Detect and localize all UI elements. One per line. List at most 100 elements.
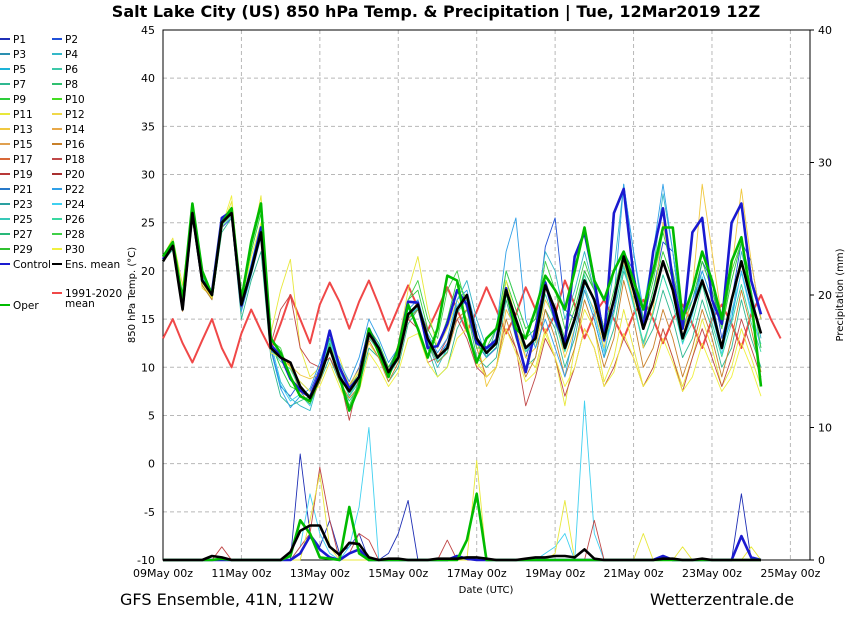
y-tick-label: 35 (141, 120, 155, 133)
legend-label: P23 (13, 199, 33, 211)
x-tick-label: 13May 00z (290, 567, 350, 580)
x-tick-label: 21May 00z (604, 567, 664, 580)
y-tick-label: 15 (141, 313, 155, 326)
y2-tick-label: 40 (818, 24, 832, 37)
legend-label: P22 (65, 184, 85, 196)
legend: P1 P2 P3 P4 P5 P6 P7 P8 P9 P10 P11 P12 P13 P14 P15 P16 P… (0, 34, 122, 312)
y2-tick-label: 20 (818, 289, 832, 302)
legend-entry: P10 (52, 94, 85, 106)
x-tick-label: 17May 00z (447, 567, 507, 580)
grid (163, 30, 810, 560)
legend-entry: P23 (0, 199, 33, 211)
legend-label: P5 (13, 64, 26, 76)
legend-entry: P15 (0, 139, 33, 151)
x-tick-label: 19May 00z (525, 567, 585, 580)
legend-label: P24 (65, 199, 85, 211)
series-line-p24-precip (163, 400, 761, 561)
y2-tick-label: 30 (818, 157, 832, 170)
series-line-p7 (162, 217, 762, 407)
legend-label: P2 (65, 34, 78, 46)
y-tick-label: 10 (141, 361, 155, 374)
legend-label: P25 (13, 214, 33, 226)
model-caption: GFS Ensemble, 41N, 112W (120, 590, 334, 609)
legend-entry: P5 (0, 64, 26, 76)
legend-label: P26 (65, 214, 85, 226)
series-line-oper-precip (163, 492, 761, 562)
legend-entry: P12 (52, 109, 85, 121)
legend-label: Control (13, 259, 51, 271)
legend-entry: P29 (0, 244, 33, 256)
legend-entry: P22 (52, 184, 85, 196)
series-line-p18-precip (163, 466, 761, 561)
y2-tick-label: 0 (818, 554, 825, 567)
legend-label: P13 (13, 124, 33, 136)
legend-entry: P25 (0, 214, 33, 226)
legend-entry: P16 (52, 139, 85, 151)
legend-label: P20 (65, 169, 85, 181)
legend-entry: Oper (0, 300, 39, 312)
y-tick-label: 30 (141, 169, 155, 182)
legend-entry: P21 (0, 184, 33, 196)
legend-entry: P7 (0, 79, 26, 91)
legend-entry: P1 (0, 34, 26, 46)
legend-label: P14 (65, 124, 85, 136)
legend-entry: P24 (52, 199, 85, 211)
y-tick-label: 45 (141, 24, 155, 37)
legend-label: P17 (13, 154, 33, 166)
y-axis-ticks: -10 -5 0 5 10 15 20 25 30 35 40 45 (137, 24, 155, 567)
x-tick-label: 11May 00z (211, 567, 271, 580)
legend-label: Ens. mean (65, 259, 120, 271)
series-line-p1-precip (163, 453, 761, 561)
legend-entry: P8 (52, 79, 78, 91)
legend-label: P15 (13, 139, 33, 151)
y-tick-label: 0 (148, 458, 155, 471)
legend-label: P12 (65, 109, 85, 121)
y-axis-label: 850 hPa Temp. (°C) (127, 247, 138, 343)
series-line-ens-mean-precip (163, 524, 761, 562)
legend-entry: P17 (0, 154, 33, 166)
legend-label: P27 (13, 229, 33, 241)
legend-entry: Ens. mean (52, 259, 120, 271)
legend-label: P16 (65, 139, 85, 151)
x-tick-label: 25May 00z (760, 567, 820, 580)
legend-label-cont: mean (65, 298, 95, 310)
legend-entry: P18 (52, 154, 85, 166)
legend-label: P28 (65, 229, 85, 241)
series-group (161, 183, 782, 562)
y2-axis-ticks: 0 10 20 30 40 (810, 24, 832, 567)
legend-label: P19 (13, 169, 33, 181)
legend-label: Oper (13, 300, 39, 312)
legend-label: P18 (65, 154, 85, 166)
legend-label: P9 (13, 94, 26, 106)
series-line-control (161, 187, 763, 399)
y-tick-label: -5 (144, 506, 155, 519)
legend-entry: P26 (52, 214, 85, 226)
series-line-p11-precip (163, 460, 762, 561)
legend-entry: P6 (52, 64, 78, 76)
y-tick-label: 5 (148, 409, 155, 422)
legend-label: P10 (65, 94, 85, 106)
legend-entry: P4 (52, 49, 78, 61)
legend-label: P1 (13, 34, 26, 46)
chart-title: Salt Lake City (US) 850 hPa Temp. & Prec… (112, 2, 760, 22)
legend-label: 1991-2020 (65, 288, 122, 300)
legend-label: P8 (65, 79, 78, 91)
y-tick-label: -10 (137, 554, 155, 567)
legend-label: P11 (13, 109, 33, 121)
y-tick-label: 20 (141, 265, 155, 278)
legend-entry: P13 (0, 124, 33, 136)
x-tick-label: 15May 00z (368, 567, 428, 580)
legend-entry: P3 (0, 49, 26, 61)
y2-axis-label: Precipitation (mm) (835, 248, 846, 341)
legend-entry: P30 (52, 244, 85, 256)
x-tick-label: 23May 00z (682, 567, 742, 580)
series-line-oper (161, 202, 763, 412)
legend-label: P21 (13, 184, 33, 196)
x-axis-ticks: 09May 00z 11May 00z 13May 00z 15May 00z 17Ma… (133, 567, 821, 580)
legend-label: P30 (65, 244, 85, 256)
legend-label: P6 (65, 64, 78, 76)
x-axis-label: Date (UTC) (459, 585, 514, 596)
legend-label: P7 (13, 79, 26, 91)
